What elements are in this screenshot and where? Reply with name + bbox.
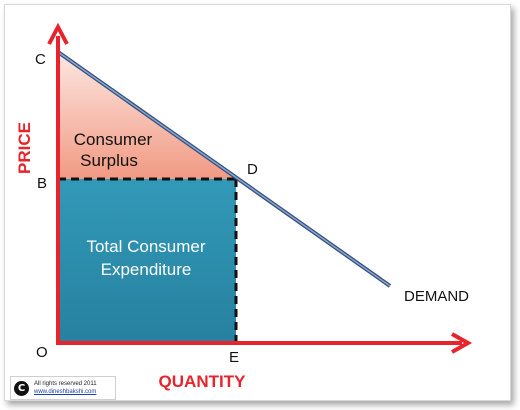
consumer-surplus-label-line1: Consumer [74, 130, 153, 149]
expenditure-label-line1: Total Consumer [86, 237, 205, 256]
point-d-label: D [247, 161, 258, 178]
consumer-surplus-label-line2: Surplus [80, 151, 138, 170]
point-o-label: O [36, 344, 48, 361]
price-axis-title: PRICE [15, 122, 34, 174]
point-c-label: C [35, 51, 46, 68]
point-b-label: B [37, 175, 47, 192]
total-consumer-expenditure-area [58, 179, 236, 343]
quantity-axis-title: QUANTITY [159, 372, 247, 391]
demand-curve-highlight [57, 51, 391, 287]
demand-label: DEMAND [404, 288, 469, 305]
copyright-text: All rights reserved 2011 [34, 381, 97, 387]
expenditure-label-line2: Expenditure [101, 260, 192, 279]
point-e-label: E [229, 349, 239, 366]
copyright-icon: C [14, 380, 29, 396]
website-link[interactable]: www.dineshbakshi.com [34, 389, 97, 395]
price-axis-arrow [47, 22, 69, 45]
copyright-badge: C All rights reserved 2011 www.dineshbak… [10, 376, 116, 400]
quantity-axis-arrow [451, 332, 473, 354]
